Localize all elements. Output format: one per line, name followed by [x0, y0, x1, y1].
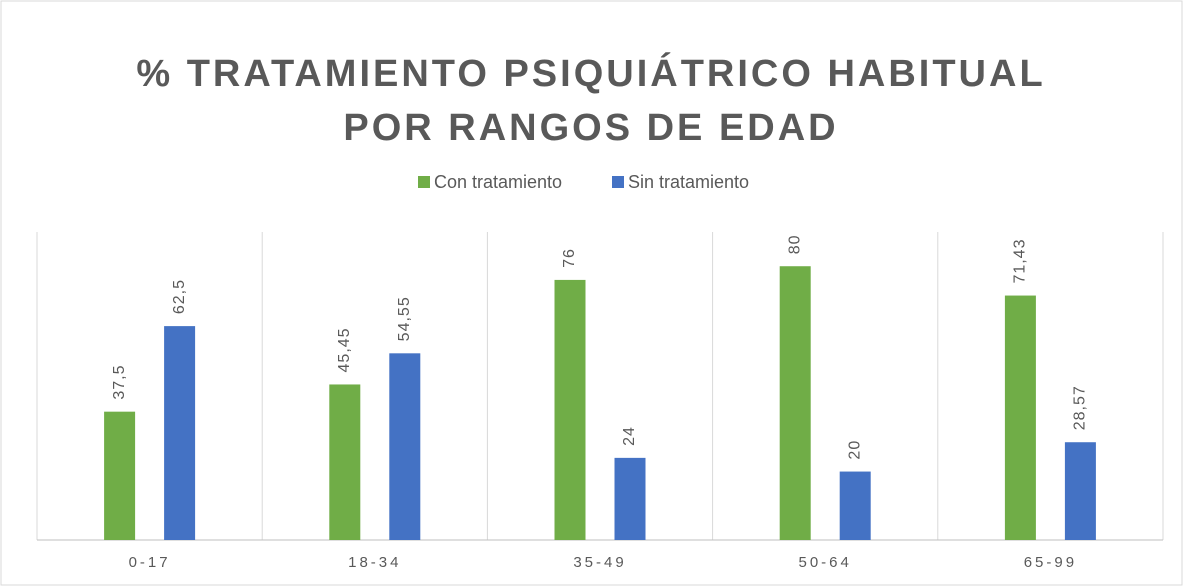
data-label: 76: [561, 248, 578, 268]
legend-swatch: [418, 176, 430, 188]
data-label: 45,45: [336, 327, 353, 372]
x-tick-label: 35-49: [573, 554, 626, 571]
x-tick-label: 65-99: [1024, 554, 1077, 571]
bar: [1004, 295, 1036, 540]
legend-label: Sin tratamiento: [628, 172, 749, 192]
x-tick-label: 18-34: [348, 554, 401, 571]
bar: [779, 266, 811, 540]
data-label: 54,55: [396, 296, 413, 341]
bar: [329, 384, 361, 540]
data-label: 24: [621, 426, 638, 446]
data-label: 71,43: [1012, 239, 1029, 284]
data-label: 80: [786, 234, 803, 254]
x-tick-label: 50-64: [799, 554, 852, 571]
data-label: 62,5: [171, 279, 188, 314]
bar: [1064, 442, 1096, 540]
x-tick-label: 0-17: [129, 554, 171, 571]
bar: [554, 279, 586, 540]
legend-swatch: [612, 176, 624, 188]
bar: [164, 326, 196, 540]
legend-label: Con tratamiento: [434, 172, 562, 192]
data-label: 37,5: [111, 365, 128, 400]
bar: [839, 471, 871, 540]
bar: [614, 457, 646, 540]
data-label: 20: [846, 440, 863, 460]
data-label: 28,57: [1072, 385, 1089, 430]
chart-title: % TRATAMIENTO PSIQUIÁTRICO HABITUAL: [136, 51, 1045, 95]
chart-title: POR RANGOS DE EDAD: [343, 107, 838, 149]
bar: [104, 411, 136, 540]
bar: [389, 353, 421, 540]
